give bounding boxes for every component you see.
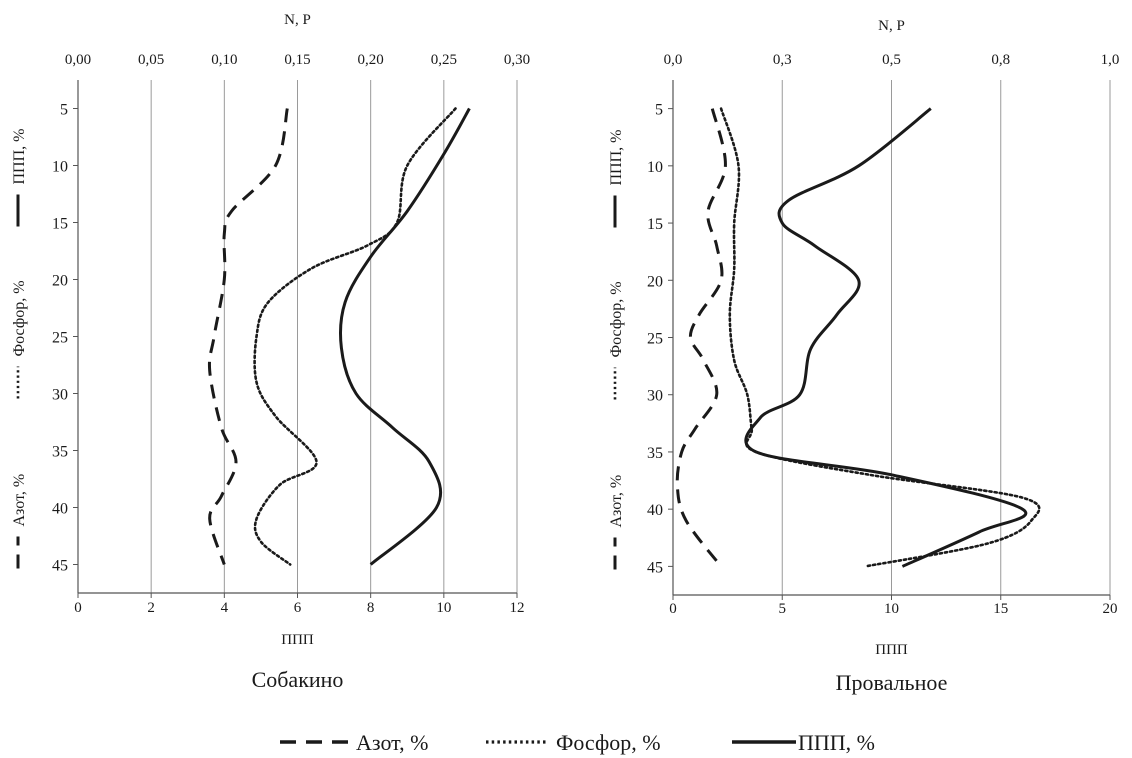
y-label-text: Азот, %	[608, 475, 625, 528]
bottom-tick-label: 2	[147, 600, 155, 616]
series-line-phosphorus	[253, 107, 457, 566]
bottom-tick-label: 15	[993, 601, 1008, 617]
depth-tick-label: 45	[647, 559, 663, 576]
y-label-text: ППП, %	[608, 130, 625, 186]
legend-label: Азот, %	[356, 730, 428, 755]
bottom-tick-label: 10	[884, 601, 899, 617]
series-line-nitrogen	[675, 108, 727, 568]
depth-tick-label: 10	[52, 159, 68, 176]
bottom-tick-label: 5	[779, 601, 787, 617]
y-label-text: Фосфор, %	[11, 280, 28, 356]
series-line-nitrogen	[207, 108, 289, 565]
chart-title: Собакино	[252, 667, 344, 692]
bottom-axis-label: ППП	[281, 632, 314, 648]
top-tick-label: 0,10	[211, 52, 237, 68]
depth-tick-label: 40	[52, 501, 68, 518]
bottom-tick-label: 12	[510, 600, 525, 616]
depth-tick-label: 25	[647, 331, 663, 348]
chart-legend: Азот, % Фосфор, % ППП, %	[280, 730, 875, 755]
bottom-tick-label: 8	[367, 600, 375, 616]
depth-tick-label: 25	[52, 330, 68, 347]
top-tick-label: 0,5	[882, 52, 901, 68]
top-tick-label: 0,20	[358, 52, 384, 68]
depth-tick-label: 15	[52, 216, 68, 233]
chart-panel-provalnoe: 0,0 0,3 0,5 0,8 1,0 N, P 0 5 10 15 20 ППП Провальное…	[608, 18, 1119, 695]
chart-title: Провальное	[836, 670, 948, 695]
top-tick-label: 0,15	[284, 52, 310, 68]
depth-tick-label: 20	[52, 273, 68, 290]
y-label-text: Фосфор, %	[608, 281, 625, 357]
legend-label: ППП, %	[798, 730, 875, 755]
depth-tick-label: 5	[60, 102, 68, 119]
bottom-tick-label: 10	[436, 600, 451, 616]
depth-tick-label: 30	[647, 388, 663, 405]
depth-tick-label: 5	[655, 102, 663, 119]
y-axis-label: Азот, % Фосфор, % ППП, %	[11, 129, 28, 569]
depth-tick-label: 15	[647, 216, 663, 233]
bottom-tick-label: 20	[1103, 601, 1118, 617]
top-tick-label: 0,8	[991, 52, 1010, 68]
series-line-ppp	[744, 107, 1028, 568]
depth-tick-label: 30	[52, 387, 68, 404]
top-axis-label: N, P	[284, 12, 311, 28]
top-tick-label: 0,0	[664, 52, 683, 68]
y-label-text: ППП, %	[11, 129, 28, 185]
top-tick-label: 0,00	[65, 52, 91, 68]
chart-panel-sobakino: 0,00 0,05 0,10 0,15 0,20 0,25 0,30 N, P 0 2 4 6 8 10 1…	[11, 12, 530, 692]
depth-tick-label: 45	[52, 558, 68, 575]
legend-label: Фосфор, %	[556, 730, 661, 755]
depth-tick-label: 35	[647, 445, 663, 462]
depth-tick-label: 35	[52, 444, 68, 461]
bottom-axis-label: ППП	[875, 642, 908, 658]
top-tick-label: 0,05	[138, 52, 164, 68]
y-label-text: Азот, %	[11, 474, 28, 527]
top-axis-label: N, P	[878, 18, 905, 34]
bottom-tick-label: 0	[74, 600, 82, 616]
bottom-tick-label: 0	[669, 601, 677, 617]
series-line-ppp	[338, 107, 471, 566]
depth-tick-label: 40	[647, 502, 663, 519]
depth-tick-label: 10	[647, 159, 663, 176]
top-tick-label: 0,25	[431, 52, 457, 68]
bottom-tick-label: 4	[221, 600, 229, 616]
top-tick-label: 0,30	[504, 52, 530, 68]
y-axis-label: Азот, % Фосфор, % ППП, %	[608, 130, 625, 570]
top-tick-label: 1,0	[1101, 52, 1120, 68]
depth-tick-label: 20	[647, 273, 663, 290]
top-tick-label: 0,3	[773, 52, 792, 68]
bottom-tick-label: 6	[294, 600, 302, 616]
